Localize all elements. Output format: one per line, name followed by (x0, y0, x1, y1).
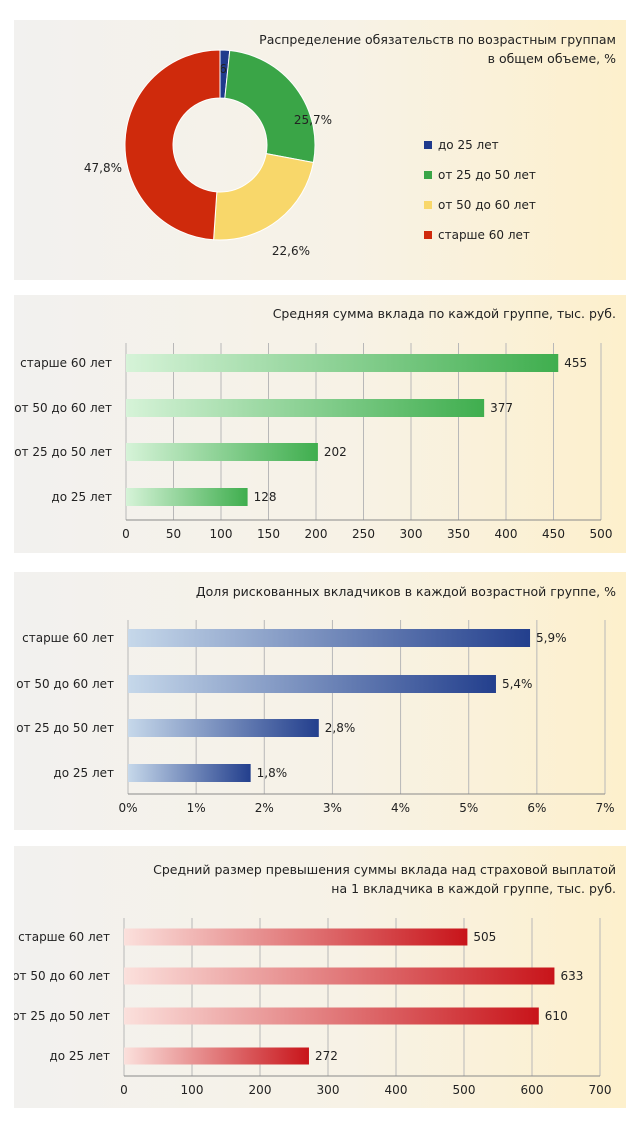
risky-category-label-3: от 25 до 50 лет (16, 721, 114, 735)
legend-label-50-60: от 50 до 60 лет (438, 198, 536, 212)
deposit-bar-3 (126, 443, 318, 461)
donut-slice-3 (213, 153, 314, 241)
excess-tick-label-3: 300 (317, 1083, 340, 1097)
legend-swatch-under-25 (424, 141, 432, 149)
excess-bar-3 (124, 1007, 539, 1025)
deposit-tick-label-1: 50 (166, 527, 181, 541)
excess-category-label-3: от 25 до 50 лет (14, 1009, 110, 1023)
risky-bar-1 (128, 629, 531, 647)
legend-label-25-50: от 25 до 50 лет (438, 168, 536, 182)
risky-depositors-bar-chart: 0% 1% 2% 3% 4% 5% 6% 7% старше 60 лет 5,9% от 50 д… (16, 620, 615, 815)
deposit-tick-label-2: 100 (210, 527, 233, 541)
deposit-category-label-1: старше 60 лет (20, 356, 112, 370)
deposit-bar-1 (126, 354, 559, 372)
deposit-bar-2 (126, 399, 485, 417)
risky-tick-label-3: 3% (323, 801, 342, 815)
average-deposit-title-line-1: Средняя сумма вклада по каждой группе, т… (272, 306, 616, 321)
deposit-tick-label-10: 500 (590, 527, 613, 541)
excess-tick-label-6: 600 (521, 1083, 544, 1097)
risky-data-label-4: 1,8% (257, 766, 288, 780)
average-deposit-bar-chart: 0 50 100 150 200 250 300 350 400 450 500 старше 60 … (14, 343, 613, 541)
deposit-category-label-2: от 50 до 60 лет (14, 401, 112, 415)
excess-tick-label-7: 700 (589, 1083, 612, 1097)
donut-title-line-1: Распределение обязательств по возрастным… (259, 32, 616, 47)
deposit-bar-4 (126, 488, 248, 506)
donut-data-label-4: 47,8% (84, 161, 122, 175)
risky-tick-label-5: 5% (459, 801, 478, 815)
excess-category-label-4: до 25 лет (49, 1049, 110, 1063)
donut-title-line-2: в общем объеме, % (487, 51, 616, 66)
deposit-tick-label-8: 400 (495, 527, 518, 541)
risky-category-label-4: до 25 лет (53, 766, 114, 780)
risky-tick-label-4: 4% (391, 801, 410, 815)
donut-chart: 1,6%25,7%22,6%47,8% (84, 49, 332, 258)
deposit-tick-label-7: 350 (447, 527, 470, 541)
risky-tick-label-0: 0% (118, 801, 137, 815)
liabilities-distribution-panel: Распределение обязательств по возрастным… (14, 20, 626, 280)
deposit-category-label-4: до 25 лет (51, 490, 112, 504)
risky-tick-label-7: 7% (595, 801, 614, 815)
donut-slice-2 (224, 49, 316, 164)
legend-label-under-25: до 25 лет (438, 138, 499, 152)
risky-bar-2 (128, 675, 496, 693)
excess-tick-label-4: 400 (385, 1083, 408, 1097)
deposit-tick-label-4: 200 (305, 527, 328, 541)
deposit-tick-label-5: 250 (352, 527, 375, 541)
average-deposit-panel: Средняя сумма вклада по каждой группе, т… (14, 295, 626, 553)
risky-bar-3 (128, 719, 319, 737)
excess-title-line-2: на 1 вкладчика в каждой группе, тыс. руб… (331, 881, 616, 896)
excess-tick-label-2: 200 (249, 1083, 272, 1097)
risky-category-label-1: старше 60 лет (22, 631, 114, 645)
excess-over-payout-bar-chart: 0 100 200 300 400 500 600 700 старше 60 лет 505 от… (14, 918, 612, 1097)
excess-category-label-1: старше 60 лет (18, 930, 110, 944)
risky-data-label-1: 5,9% (536, 631, 567, 645)
deposit-tick-label-0: 0 (122, 527, 130, 541)
deposit-data-label-4: 128 (254, 490, 277, 504)
excess-data-label-1: 505 (473, 930, 496, 944)
deposit-data-label-1: 455 (564, 356, 587, 370)
risky-tick-label-6: 6% (527, 801, 546, 815)
risky-bar-4 (128, 764, 251, 782)
excess-bar-1 (124, 928, 468, 946)
risky-depositors-panel: Доля рискованных вкладчиков в каждой воз… (14, 572, 626, 830)
risky-data-label-2: 5,4% (502, 677, 533, 691)
deposit-data-label-2: 377 (490, 401, 513, 415)
legend-swatch-25-50 (424, 171, 432, 179)
risky-category-label-2: от 50 до 60 лет (16, 677, 114, 691)
excess-bar-2 (124, 967, 555, 985)
excess-tick-label-1: 100 (181, 1083, 204, 1097)
donut-data-label-3: 22,6% (272, 244, 310, 258)
legend-swatch-over-60 (424, 231, 432, 239)
excess-bar-4 (124, 1047, 309, 1065)
risky-depositors-chart-title: Доля рискованных вкладчиков в каждой воз… (196, 582, 616, 601)
deposit-data-label-3: 202 (324, 445, 347, 459)
excess-over-payout-chart-title: Средний размер превышения суммы вклада н… (153, 860, 616, 898)
excess-data-label-3: 610 (545, 1009, 568, 1023)
excess-title-line-1: Средний размер превышения суммы вклада н… (153, 862, 616, 877)
excess-category-label-2: от 50 до 60 лет (14, 969, 110, 983)
donut-chart-title: Распределение обязательств по возрастным… (259, 30, 616, 68)
excess-over-payout-panel: Средний размер превышения суммы вклада н… (14, 846, 626, 1108)
legend-label-over-60: старше 60 лет (438, 228, 530, 242)
average-deposit-chart-title: Средняя сумма вклада по каждой группе, т… (273, 304, 616, 323)
deposit-category-label-3: от 25 до 50 лет (14, 445, 112, 459)
donut-data-label-2: 25,7% (294, 113, 332, 127)
donut-slice-4 (124, 49, 221, 241)
risky-tick-label-2: 2% (255, 801, 274, 815)
excess-tick-label-5: 500 (453, 1083, 476, 1097)
excess-data-label-4: 272 (315, 1049, 338, 1063)
deposit-tick-label-9: 450 (542, 527, 565, 541)
excess-data-label-2: 633 (560, 969, 583, 983)
deposit-tick-label-3: 150 (257, 527, 280, 541)
risky-tick-label-1: 1% (187, 801, 206, 815)
risky-data-label-3: 2,8% (325, 721, 356, 735)
legend-swatch-50-60 (424, 201, 432, 209)
risky-depositors-title-line-1: Доля рискованных вкладчиков в каждой воз… (195, 584, 616, 599)
excess-tick-label-0: 0 (120, 1083, 128, 1097)
deposit-tick-label-6: 300 (400, 527, 423, 541)
